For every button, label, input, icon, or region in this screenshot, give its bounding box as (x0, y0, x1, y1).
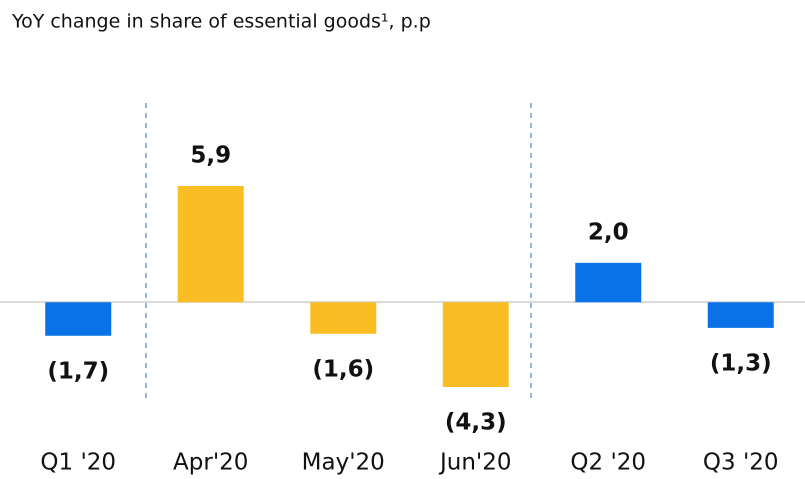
x-tick-label: May'20 (302, 450, 385, 476)
bar (442, 302, 509, 387)
value-label: (1,3) (710, 350, 772, 376)
x-tick-label: Q1 '20 (40, 450, 116, 476)
x-tick-label: Q3 '20 (703, 450, 779, 476)
value-label: 2,0 (588, 219, 629, 245)
bar (177, 186, 244, 303)
value-label: (4,3) (445, 410, 507, 436)
bar (707, 302, 774, 328)
value-label: (1,7) (47, 358, 109, 384)
value-label: 5,9 (190, 143, 231, 169)
bar (310, 302, 377, 334)
x-tick-label: Q2 '20 (570, 450, 646, 476)
x-tick-label: Jun'20 (438, 450, 512, 476)
bar (575, 262, 642, 303)
chart-title: YoY change in share of essential goods¹,… (11, 11, 431, 33)
value-label: (1,6) (312, 356, 374, 382)
bar (45, 302, 112, 336)
x-tick-label: Apr'20 (173, 450, 248, 476)
